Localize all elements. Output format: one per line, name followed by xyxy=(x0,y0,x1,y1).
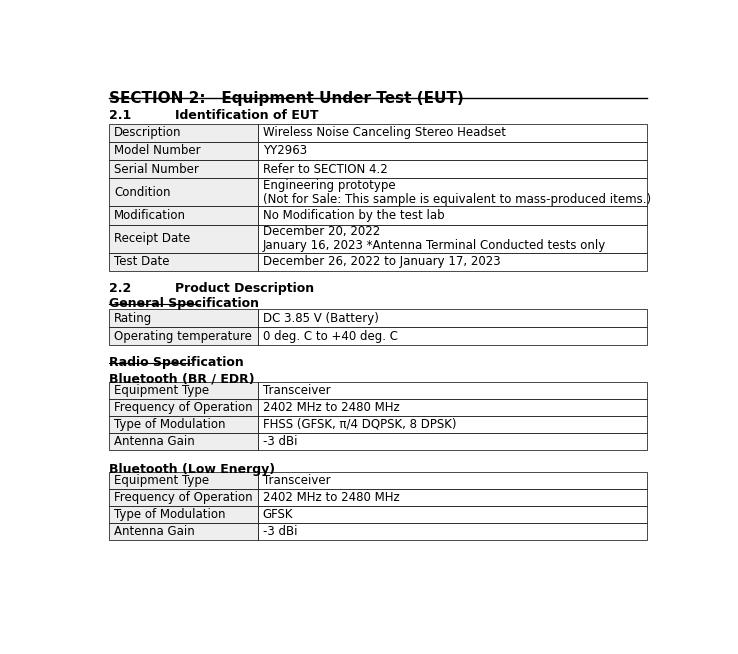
Text: Radio Specification: Radio Specification xyxy=(109,356,244,370)
FancyBboxPatch shape xyxy=(109,309,258,327)
Text: Model Number: Model Number xyxy=(114,145,201,158)
FancyBboxPatch shape xyxy=(258,327,647,345)
FancyBboxPatch shape xyxy=(258,433,647,450)
Text: 2402 MHz to 2480 MHz: 2402 MHz to 2480 MHz xyxy=(263,491,399,504)
FancyBboxPatch shape xyxy=(258,489,647,506)
FancyBboxPatch shape xyxy=(109,433,258,450)
Text: December 20, 2022: December 20, 2022 xyxy=(263,225,380,238)
Text: January 16, 2023 *Antenna Terminal Conducted tests only: January 16, 2023 *Antenna Terminal Condu… xyxy=(263,239,606,252)
Text: Antenna Gain: Antenna Gain xyxy=(114,525,195,538)
Text: Operating temperature: Operating temperature xyxy=(114,330,252,343)
Text: YY2963: YY2963 xyxy=(263,145,307,158)
Text: 0 deg. C to +40 deg. C: 0 deg. C to +40 deg. C xyxy=(263,330,398,343)
FancyBboxPatch shape xyxy=(109,160,258,178)
Text: Description: Description xyxy=(114,126,182,139)
FancyBboxPatch shape xyxy=(258,523,647,540)
Text: Transceiver: Transceiver xyxy=(263,474,331,487)
Text: Antenna Gain: Antenna Gain xyxy=(114,435,195,448)
FancyBboxPatch shape xyxy=(258,382,647,399)
Text: Engineering prototype: Engineering prototype xyxy=(263,179,396,192)
Text: 2.2          Product Description: 2.2 Product Description xyxy=(109,282,314,295)
FancyBboxPatch shape xyxy=(109,224,258,252)
FancyBboxPatch shape xyxy=(109,252,258,271)
Text: Equipment Type: Equipment Type xyxy=(114,384,209,397)
FancyBboxPatch shape xyxy=(109,399,258,416)
Text: (Not for Sale: This sample is equivalent to mass-produced items.): (Not for Sale: This sample is equivalent… xyxy=(263,193,651,206)
Text: Refer to SECTION 4.2: Refer to SECTION 4.2 xyxy=(263,163,387,176)
Text: General Specification: General Specification xyxy=(109,297,260,310)
FancyBboxPatch shape xyxy=(109,523,258,540)
Text: Frequency of Operation: Frequency of Operation xyxy=(114,491,252,504)
FancyBboxPatch shape xyxy=(109,178,258,207)
Text: -3 dBi: -3 dBi xyxy=(263,525,297,538)
Text: Bluetooth (BR / EDR): Bluetooth (BR / EDR) xyxy=(109,373,255,386)
Text: 2.1          Identification of EUT: 2.1 Identification of EUT xyxy=(109,109,319,122)
FancyBboxPatch shape xyxy=(258,506,647,523)
FancyBboxPatch shape xyxy=(109,416,258,433)
FancyBboxPatch shape xyxy=(109,124,258,142)
FancyBboxPatch shape xyxy=(258,472,647,489)
Text: -3 dBi: -3 dBi xyxy=(263,435,297,448)
Text: Type of Modulation: Type of Modulation xyxy=(114,508,226,521)
Text: FHSS (GFSK, π/4 DQPSK, 8 DPSK): FHSS (GFSK, π/4 DQPSK, 8 DPSK) xyxy=(263,418,456,431)
FancyBboxPatch shape xyxy=(109,382,258,399)
Text: DC 3.85 V (Battery): DC 3.85 V (Battery) xyxy=(263,312,379,324)
Text: 2402 MHz to 2480 MHz: 2402 MHz to 2480 MHz xyxy=(263,401,399,414)
Text: Frequency of Operation: Frequency of Operation xyxy=(114,401,252,414)
Text: SECTION 2:   Equipment Under Test (EUT): SECTION 2: Equipment Under Test (EUT) xyxy=(109,91,464,106)
Text: Wireless Noise Canceling Stereo Headset: Wireless Noise Canceling Stereo Headset xyxy=(263,126,506,139)
FancyBboxPatch shape xyxy=(258,160,647,178)
FancyBboxPatch shape xyxy=(258,399,647,416)
FancyBboxPatch shape xyxy=(109,506,258,523)
FancyBboxPatch shape xyxy=(258,124,647,142)
FancyBboxPatch shape xyxy=(258,309,647,327)
FancyBboxPatch shape xyxy=(109,472,258,489)
Text: December 26, 2022 to January 17, 2023: December 26, 2022 to January 17, 2023 xyxy=(263,255,500,268)
Text: No Modification by the test lab: No Modification by the test lab xyxy=(263,209,444,222)
FancyBboxPatch shape xyxy=(109,489,258,506)
Text: Test Date: Test Date xyxy=(114,255,170,268)
Text: Equipment Type: Equipment Type xyxy=(114,474,209,487)
FancyBboxPatch shape xyxy=(258,207,647,224)
Text: Modification: Modification xyxy=(114,209,186,222)
Text: Type of Modulation: Type of Modulation xyxy=(114,418,226,431)
FancyBboxPatch shape xyxy=(258,142,647,160)
FancyBboxPatch shape xyxy=(258,178,647,207)
Text: GFSK: GFSK xyxy=(263,508,293,521)
Text: Serial Number: Serial Number xyxy=(114,163,199,176)
Text: Rating: Rating xyxy=(114,312,152,324)
FancyBboxPatch shape xyxy=(258,252,647,271)
FancyBboxPatch shape xyxy=(109,327,258,345)
Text: Bluetooth (Low Energy): Bluetooth (Low Energy) xyxy=(109,463,275,475)
FancyBboxPatch shape xyxy=(109,207,258,224)
FancyBboxPatch shape xyxy=(258,416,647,433)
FancyBboxPatch shape xyxy=(258,224,647,252)
Text: Transceiver: Transceiver xyxy=(263,384,331,397)
Text: Condition: Condition xyxy=(114,186,170,199)
Text: Receipt Date: Receipt Date xyxy=(114,232,190,245)
FancyBboxPatch shape xyxy=(109,142,258,160)
